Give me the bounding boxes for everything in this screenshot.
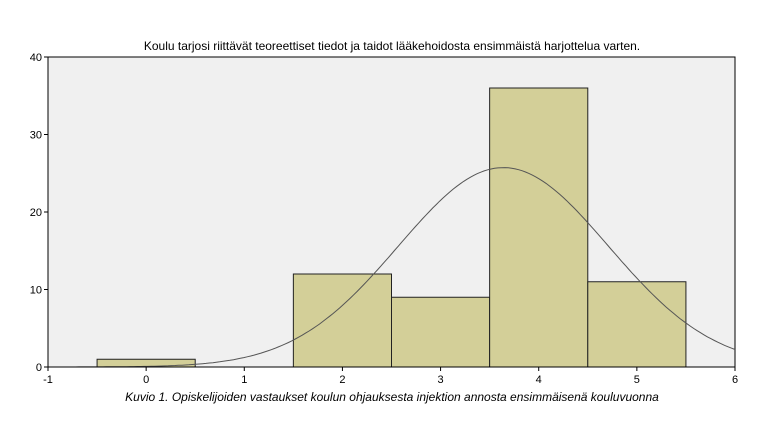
bars-group <box>96 87 687 368</box>
chart-title: Koulu tarjosi riittävät teoreettiset tie… <box>144 39 640 53</box>
normal-curve <box>48 167 736 368</box>
bar-2 <box>292 273 393 368</box>
y-tick-label: 10 <box>30 285 42 297</box>
x-tick-label: 2 <box>339 374 345 386</box>
x-tick-label: 4 <box>536 374 542 386</box>
x-tick-label: 5 <box>634 374 640 386</box>
x-tick-label: 6 <box>732 374 738 386</box>
bar-4 <box>489 87 589 368</box>
bar-5 <box>587 281 687 368</box>
y-tick-label: 30 <box>30 130 42 142</box>
y-tick-label: 0 <box>36 362 42 374</box>
bar-3 <box>391 296 491 368</box>
y-tick-label: 20 <box>30 207 42 219</box>
figure-caption: Kuvio 1. Opiskelijoiden vastaukset koulu… <box>125 390 659 404</box>
x-tick-label: 3 <box>438 374 444 386</box>
x-tick-label: -1 <box>43 374 53 386</box>
x-tick-label: 0 <box>143 374 149 386</box>
bar-0 <box>96 358 196 368</box>
y-tick-label: 40 <box>30 52 42 64</box>
x-tick-label: 1 <box>241 374 247 386</box>
